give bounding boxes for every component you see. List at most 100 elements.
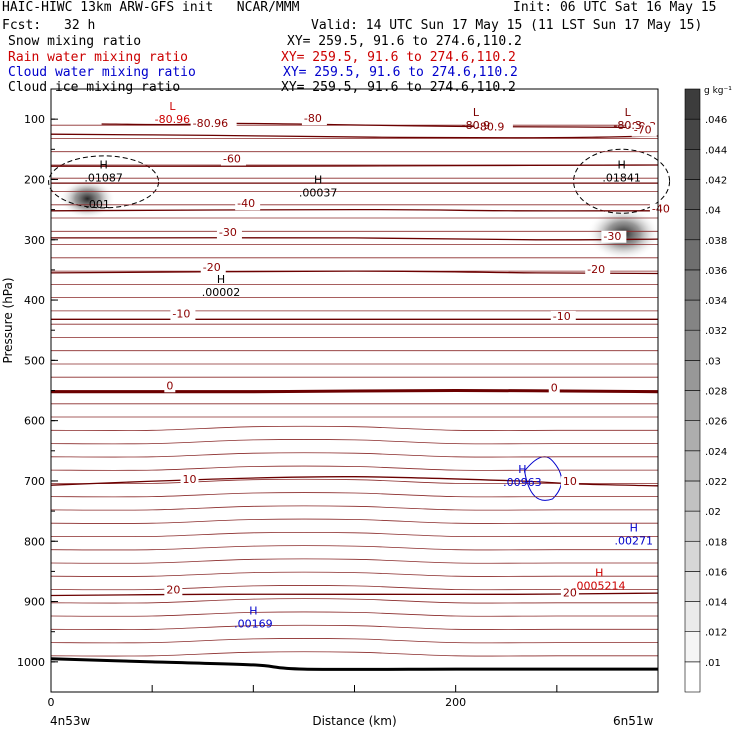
extremum-value: -80.96	[155, 113, 190, 126]
forecast-hours: 32 h	[64, 18, 96, 33]
colorbar-swatch	[684, 631, 701, 663]
chart-title: HAIC-HIWC 13km ARW-GFS init NCAR/MMM	[2, 0, 300, 15]
y-tick-label: 800	[24, 535, 45, 548]
colorbar-tick-label: .014	[705, 598, 727, 609]
contour-label: 20	[563, 587, 577, 600]
colorbar-swatch	[684, 420, 701, 452]
temperature-contour--70	[50, 133, 659, 139]
contour-label: 10	[563, 475, 577, 488]
extremum-value: -80.9	[462, 119, 490, 132]
colorbar-swatch	[684, 390, 701, 421]
extremum-l-letter: L	[169, 100, 176, 113]
colorbar-swatch	[684, 179, 701, 210]
contour-label: -80.9	[476, 121, 504, 134]
colorbar-swatch	[684, 480, 701, 512]
colorbar-swatch	[684, 239, 701, 271]
colorbar-tick-label: .038	[705, 236, 727, 247]
colorbar-swatch	[684, 661, 701, 693]
contour-label-bg	[301, 113, 327, 126]
colorbar-tick-label: .042	[705, 175, 727, 186]
extremum-h-letter: H	[518, 463, 526, 476]
contour-label: -10	[172, 308, 190, 321]
contour-label-bg	[220, 153, 246, 166]
background-contour-line	[50, 624, 658, 630]
y-tick-label: 700	[24, 475, 45, 488]
contour-label: -40	[652, 203, 670, 216]
field-cloud-water-xy: XY= 259.5, 91.6 to 274.6,110.2	[283, 65, 518, 80]
contour-label: -40	[237, 197, 255, 210]
contour-label-bg	[560, 476, 579, 489]
colorbar-swatch	[684, 571, 701, 602]
contour-label: -30	[219, 226, 237, 239]
extremum-h-letter: H	[630, 521, 638, 534]
contour-label-bg	[550, 310, 576, 323]
temperature-contour--40	[50, 208, 659, 212]
y-tick-label: 1000	[17, 656, 45, 669]
contour-label: 0	[551, 382, 558, 395]
contour-label: -60	[223, 153, 241, 166]
contour-label-bg	[180, 473, 199, 486]
extremum-value: .01087	[84, 171, 123, 184]
colorbar-swatch	[684, 329, 701, 361]
background-contour-line	[50, 558, 658, 564]
contour-label-bg	[164, 584, 183, 597]
background-contour-line	[50, 611, 658, 617]
temperature-contour--80	[101, 122, 659, 129]
y-tick-label: 300	[24, 234, 45, 247]
extremum-h-letter: H	[617, 158, 625, 171]
temperature-contour-0	[50, 388, 659, 394]
contour-label-bg	[649, 203, 675, 216]
contour-label: -20	[203, 261, 221, 274]
extremum-h-letter: H	[99, 158, 107, 171]
y-axis-label: Pressure (hPa)	[1, 277, 15, 363]
valid-time: Valid: 14 UTC Sun 17 May 15 (11 LST Sun …	[311, 18, 703, 33]
cloud-ice-contour-label: .001	[85, 198, 110, 211]
y-tick-label: 900	[24, 596, 45, 609]
extremum-h-letter: H	[249, 605, 257, 618]
colorbar-tick-label: .012	[705, 628, 727, 639]
background-contour-line	[50, 638, 658, 644]
colorbar-tick-label: .036	[705, 266, 727, 277]
background-contour-line	[50, 425, 658, 431]
background-contour-line	[50, 492, 658, 498]
background-contour-line	[50, 651, 658, 657]
cloud-ice-outline-left	[48, 155, 160, 209]
extremum-h-letter: H	[217, 273, 225, 286]
field-cloud-ice-name: Cloud ice mixing ratio	[8, 80, 181, 95]
y-tick-label: 200	[24, 173, 45, 186]
extremum-l-letter: L	[473, 106, 480, 119]
init-time: Init: 06 UTC Sat 16 May 15	[513, 0, 717, 15]
colorbar-tick-label: .01	[705, 658, 721, 669]
contour-label-bg	[190, 117, 237, 130]
colorbar-tick-label: .024	[705, 447, 727, 458]
contour-label-bg	[585, 263, 611, 276]
colorbar-tick-label: .032	[705, 326, 727, 337]
y-tick-label: 600	[24, 415, 45, 428]
extremum-value: .0005214	[573, 580, 626, 593]
x-tick-label: 200	[445, 696, 466, 709]
y-tick-label: 500	[24, 354, 45, 367]
background-contour-line	[50, 598, 658, 604]
x-tick-label: 0	[48, 696, 55, 709]
extremum-h-letter: H	[595, 567, 603, 580]
extremum-value: .00002	[202, 286, 241, 299]
colorbar-swatch	[684, 510, 701, 542]
right-endpoint-label: 6n51w	[613, 714, 654, 728]
cloud-ice-outline-right	[573, 148, 671, 214]
contour-label: -20	[587, 263, 605, 276]
extremum-value: .00271	[614, 534, 653, 547]
colorbar-tick-label: .016	[705, 567, 727, 578]
field-snow-xy: XY= 259.5, 91.6 to 274.6,110.2	[287, 34, 522, 49]
x-axis-label: Distance (km)	[312, 714, 396, 728]
contour-label: 10	[183, 473, 197, 486]
colorbar-tick-label: .022	[705, 477, 727, 488]
contour-label-bg	[216, 227, 242, 240]
contour-label: -30	[603, 230, 621, 243]
extremum-h-letter: H	[314, 174, 322, 187]
background-contour-line	[50, 571, 658, 577]
extremum-value: .01841	[602, 171, 641, 184]
colorbar-swatch	[684, 118, 701, 150]
extremum-value: .00963	[503, 476, 542, 489]
temperature-contour--60	[50, 164, 659, 167]
contour-label: -10	[553, 310, 571, 323]
